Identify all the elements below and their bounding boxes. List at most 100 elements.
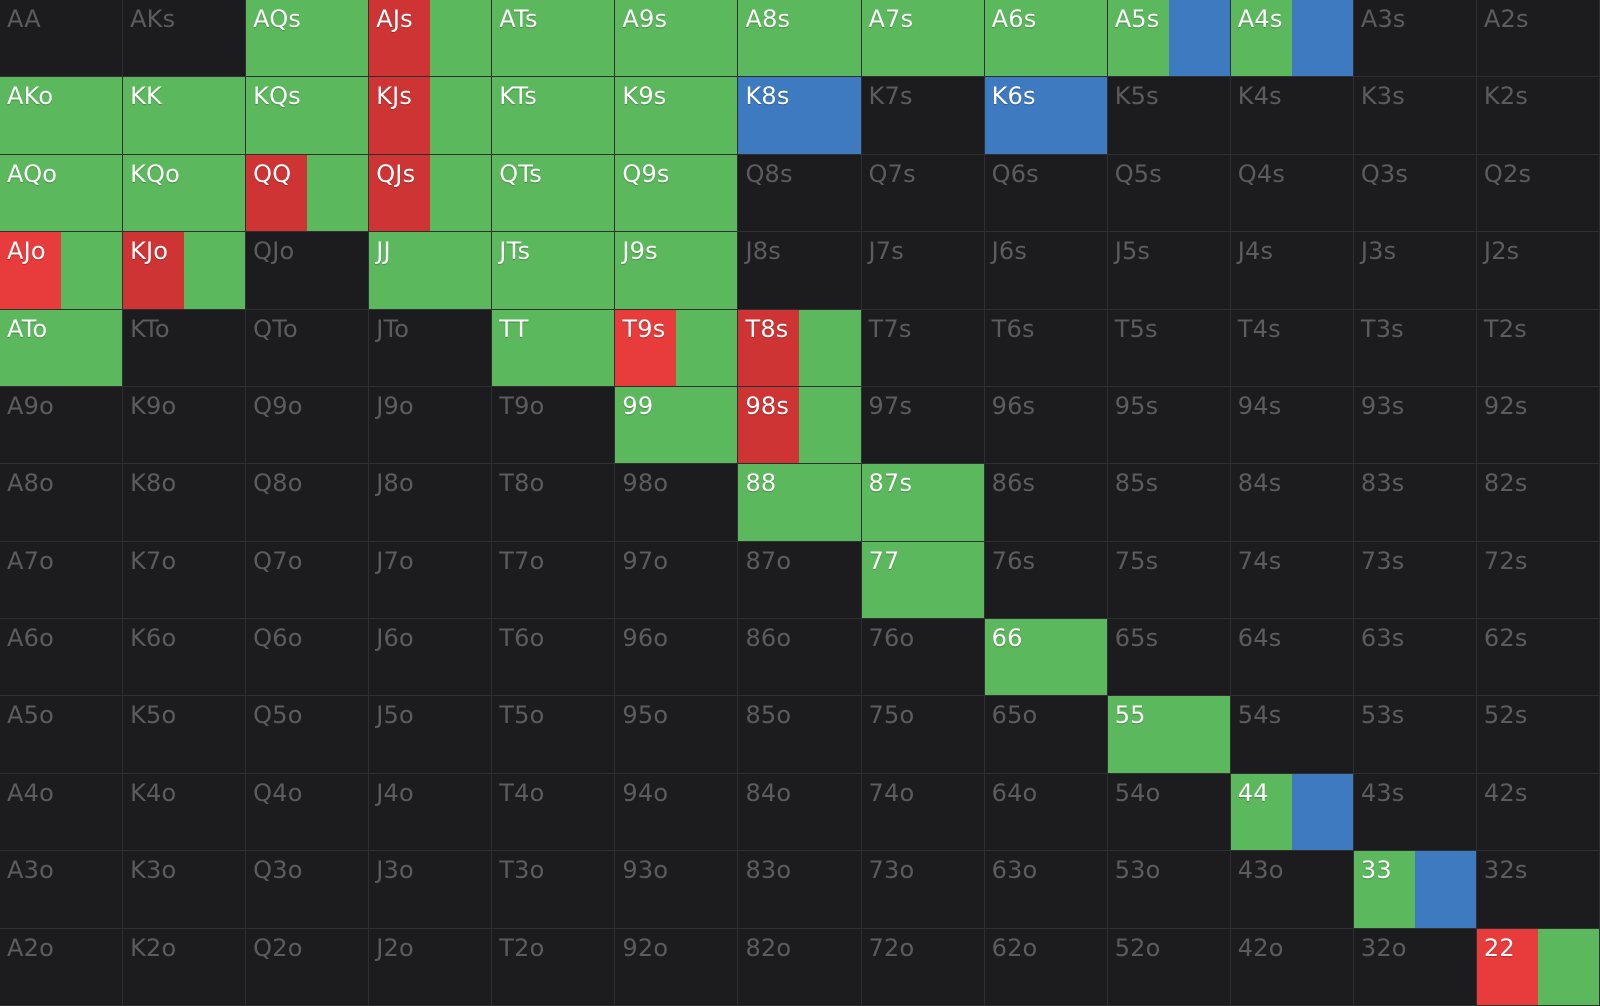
- hand-cell-96o[interactable]: 96o: [615, 619, 739, 697]
- hand-cell-a3s[interactable]: A3s: [1353, 0, 1477, 78]
- hand-cell-87o[interactable]: 87o: [738, 541, 862, 620]
- hand-cell-ats[interactable]: ATs: [492, 0, 616, 78]
- hand-cell-85o[interactable]: 85o: [738, 696, 862, 774]
- hand-cell-t2o[interactable]: T2o: [492, 928, 616, 1006]
- hand-cell-75o[interactable]: 75o: [861, 696, 985, 774]
- hand-cell-q7o[interactable]: Q7o: [246, 541, 370, 620]
- hand-cell-k5s[interactable]: K5s: [1107, 77, 1231, 155]
- hand-cell-ato[interactable]: ATo: [0, 309, 124, 387]
- hand-cell-86o[interactable]: 86o: [738, 619, 862, 697]
- hand-cell-a3o[interactable]: A3o: [0, 851, 124, 929]
- hand-cell-k3s[interactable]: K3s: [1353, 77, 1477, 155]
- hand-cell-k9o[interactable]: K9o: [123, 386, 247, 465]
- hand-cell-j6s[interactable]: J6s: [984, 232, 1108, 310]
- hand-cell-j4s[interactable]: J4s: [1230, 232, 1354, 310]
- hand-cell-kjs[interactable]: KJs: [369, 77, 493, 155]
- hand-cell-77[interactable]: 77: [861, 541, 985, 620]
- hand-cell-k7o[interactable]: K7o: [123, 541, 247, 620]
- hand-cell-97s[interactable]: 97s: [861, 386, 985, 465]
- hand-cell-t9s[interactable]: T9s: [615, 309, 739, 387]
- hand-cell-a7o[interactable]: A7o: [0, 541, 124, 620]
- hand-cell-j2o[interactable]: J2o: [369, 928, 493, 1006]
- hand-cell-64s[interactable]: 64s: [1230, 619, 1354, 697]
- hand-cell-q3o[interactable]: Q3o: [246, 851, 370, 929]
- hand-cell-q9s[interactable]: Q9s: [615, 154, 739, 233]
- hand-cell-kqs[interactable]: KQs: [246, 77, 370, 155]
- hand-cell-k8s[interactable]: K8s: [738, 77, 862, 155]
- hand-cell-82o[interactable]: 82o: [738, 928, 862, 1006]
- hand-cell-aa[interactable]: AA: [0, 0, 124, 78]
- hand-cell-a6s[interactable]: A6s: [984, 0, 1108, 78]
- hand-cell-95s[interactable]: 95s: [1107, 386, 1231, 465]
- hand-cell-a2o[interactable]: A2o: [0, 928, 124, 1006]
- hand-cell-a5o[interactable]: A5o: [0, 696, 124, 774]
- hand-cell-43s[interactable]: 43s: [1353, 773, 1477, 852]
- hand-cell-42s[interactable]: 42s: [1476, 773, 1600, 852]
- hand-cell-qjo[interactable]: QJo: [246, 232, 370, 310]
- hand-cell-88[interactable]: 88: [738, 464, 862, 542]
- hand-cell-76s[interactable]: 76s: [984, 541, 1108, 620]
- hand-cell-q4s[interactable]: Q4s: [1230, 154, 1354, 233]
- hand-cell-kqo[interactable]: KQo: [123, 154, 247, 233]
- hand-cell-t4s[interactable]: T4s: [1230, 309, 1354, 387]
- hand-cell-62s[interactable]: 62s: [1476, 619, 1600, 697]
- hand-cell-j7s[interactable]: J7s: [861, 232, 985, 310]
- hand-cell-kto[interactable]: KTo: [123, 309, 247, 387]
- hand-cell-aqs[interactable]: AQs: [246, 0, 370, 78]
- hand-cell-42o[interactable]: 42o: [1230, 928, 1354, 1006]
- hand-cell-a8o[interactable]: A8o: [0, 464, 124, 542]
- hand-cell-t7s[interactable]: T7s: [861, 309, 985, 387]
- hand-cell-q5o[interactable]: Q5o: [246, 696, 370, 774]
- hand-cell-53s[interactable]: 53s: [1353, 696, 1477, 774]
- hand-cell-87s[interactable]: 87s: [861, 464, 985, 542]
- hand-cell-kk[interactable]: KK: [123, 77, 247, 155]
- hand-cell-aks[interactable]: AKs: [123, 0, 247, 78]
- hand-cell-98s[interactable]: 98s: [738, 386, 862, 465]
- hand-cell-qjs[interactable]: QJs: [369, 154, 493, 233]
- hand-cell-82s[interactable]: 82s: [1476, 464, 1600, 542]
- hand-cell-aqo[interactable]: AQo: [0, 154, 124, 233]
- hand-cell-t7o[interactable]: T7o: [492, 541, 616, 620]
- hand-cell-t3s[interactable]: T3s: [1353, 309, 1477, 387]
- hand-cell-t8s[interactable]: T8s: [738, 309, 862, 387]
- hand-cell-74s[interactable]: 74s: [1230, 541, 1354, 620]
- hand-cell-65o[interactable]: 65o: [984, 696, 1108, 774]
- hand-cell-a2s[interactable]: A2s: [1476, 0, 1600, 78]
- hand-cell-99[interactable]: 99: [615, 386, 739, 465]
- hand-cell-ajo[interactable]: AJo: [0, 232, 124, 310]
- hand-cell-a5s[interactable]: A5s: [1107, 0, 1231, 78]
- hand-cell-q8o[interactable]: Q8o: [246, 464, 370, 542]
- hand-cell-q3s[interactable]: Q3s: [1353, 154, 1477, 233]
- hand-cell-t5o[interactable]: T5o: [492, 696, 616, 774]
- hand-cell-t6s[interactable]: T6s: [984, 309, 1108, 387]
- hand-cell-54s[interactable]: 54s: [1230, 696, 1354, 774]
- hand-cell-75s[interactable]: 75s: [1107, 541, 1231, 620]
- hand-cell-83s[interactable]: 83s: [1353, 464, 1477, 542]
- hand-cell-a4s[interactable]: A4s: [1230, 0, 1354, 78]
- hand-cell-74o[interactable]: 74o: [861, 773, 985, 852]
- hand-cell-84o[interactable]: 84o: [738, 773, 862, 852]
- hand-cell-k7s[interactable]: K7s: [861, 77, 985, 155]
- hand-cell-tt[interactable]: TT: [492, 309, 616, 387]
- hand-cell-94o[interactable]: 94o: [615, 773, 739, 852]
- hand-cell-k2o[interactable]: K2o: [123, 928, 247, 1006]
- hand-cell-qto[interactable]: QTo: [246, 309, 370, 387]
- hand-cell-kts[interactable]: KTs: [492, 77, 616, 155]
- hand-cell-85s[interactable]: 85s: [1107, 464, 1231, 542]
- hand-cell-32s[interactable]: 32s: [1476, 851, 1600, 929]
- hand-cell-k4s[interactable]: K4s: [1230, 77, 1354, 155]
- hand-cell-53o[interactable]: 53o: [1107, 851, 1231, 929]
- hand-cell-q6o[interactable]: Q6o: [246, 619, 370, 697]
- hand-cell-q5s[interactable]: Q5s: [1107, 154, 1231, 233]
- hand-cell-k5o[interactable]: K5o: [123, 696, 247, 774]
- hand-cell-t2s[interactable]: T2s: [1476, 309, 1600, 387]
- hand-cell-86s[interactable]: 86s: [984, 464, 1108, 542]
- hand-cell-a9s[interactable]: A9s: [615, 0, 739, 78]
- hand-cell-q7s[interactable]: Q7s: [861, 154, 985, 233]
- hand-cell-j3o[interactable]: J3o: [369, 851, 493, 929]
- hand-cell-k3o[interactable]: K3o: [123, 851, 247, 929]
- hand-cell-j3s[interactable]: J3s: [1353, 232, 1477, 310]
- hand-cell-kjo[interactable]: KJo: [123, 232, 247, 310]
- hand-cell-qq[interactable]: QQ: [246, 154, 370, 233]
- hand-cell-a4o[interactable]: A4o: [0, 773, 124, 852]
